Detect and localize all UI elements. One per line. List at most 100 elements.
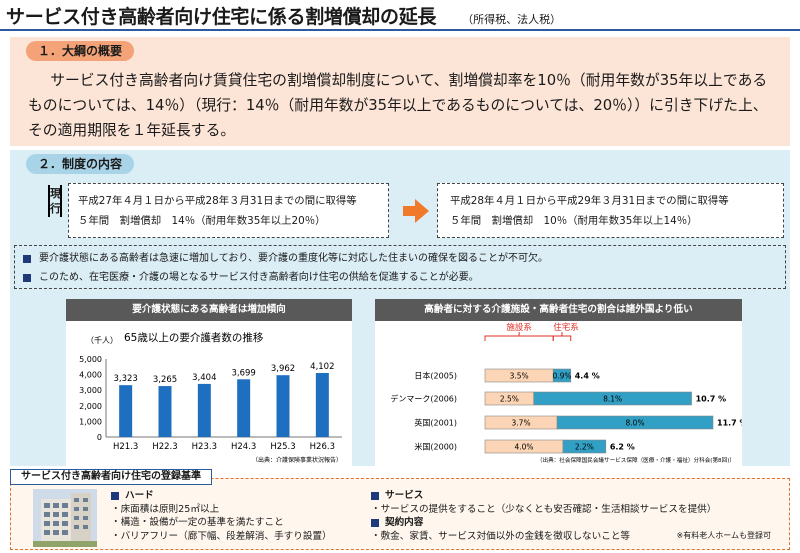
group-label-facility: 施設系 [506,322,532,333]
right-chart-banner: 高齢者に対する介護施設・高齢者住宅の割合は諸外国より低い [375,299,742,321]
category-label: 日本(2005) [414,371,457,381]
right-arrow-icon [403,199,429,223]
total-label: 10.7 % [696,395,727,404]
note-text: このため、在宅医療・介護の場となるサービス付き高齢者向け住宅の供給を促進すること… [39,272,479,283]
category-label: 米国(2000) [414,442,457,452]
x-tick-label: H26.3 [310,442,335,452]
outline-section: １．大綱の概要 サービス付き高齢者向け賃貸住宅の割増償却制度について、割増償却率… [10,37,790,146]
bar-value-label: 3,323 [113,374,137,384]
service-heading: サービス [371,489,781,503]
criteria-note: ※有料老人ホームも登録可 [676,531,771,540]
y-tick-label: 0 [97,433,102,442]
bar [315,373,329,437]
housing-value-label: 8.0% [626,419,645,428]
total-label: 11.7 % [717,419,742,428]
bar [276,375,290,437]
y-tick-label: 4,000 [79,371,102,380]
total-label: 6.2 % [610,443,635,452]
bar [237,379,251,437]
y-tick-label: 1,000 [79,417,102,426]
square-bullet-icon [23,273,31,282]
category-label: デンマーク(2006) [390,394,457,404]
housing-bar [556,415,714,430]
housing-bar [552,368,572,383]
current-rate: ５年間 割増償却 14％（耐用年数35年以上20％） [78,215,326,227]
housing-value-label: 2.2% [575,443,594,452]
chart-source: （出典：社会保障国民会議サービス保障（医療・介護・福祉）分科会(第8回)） [537,456,735,464]
y-axis-unit: （千人） [86,335,118,345]
note-item: 要介護状態にある高齢者は急速に増加しており、要介護の重度化等に対応した住まいの確… [23,249,777,268]
hard-item: ・床面積は原則25㎡以上 [111,503,220,515]
group-label-housing: 住宅系 [553,322,579,333]
hard-title: ハード [125,490,154,501]
care-recipients-chart: 要介護状態にある高齢者は増加傾向 （千人） 65歳以上の要介護者数の推移 0 1,00… [66,299,352,466]
hard-heading: ハード [111,489,371,503]
housing-bar [533,391,692,406]
square-bullet-icon [111,491,119,500]
bar-value-label: 3,699 [231,368,255,378]
background-notes: 要介護状態にある高齢者は急速に増加しており、要介護の重度化等に対応した住まいの確… [14,245,786,289]
bar-value-label: 3,962 [271,364,295,374]
contract-heading: 契約内容 [371,516,781,530]
hard-item: ・バリアフリー（廊下幅、段差解消、手すり設置） [111,530,332,542]
registration-criteria: ハード ・床面積は原則25㎡以上 ・構造・設備が一定の基準を満たすこと ・バリア… [10,478,790,550]
current-rule-box: 平成27年４月１日から平成28年３月31日までの間に取得等 ５年間 割増償却 1… [68,183,389,238]
bar-value-label: 3,265 [153,375,177,385]
page-header: サービス付き高齢者向け住宅に係る割増償却の延長 （所得税、法人税） [6,2,561,28]
facility-value-label: 3.7% [512,419,531,428]
outline-body: サービス付き高齢者向け賃貸住宅の割増償却制度について、割増償却率を10％（耐用年… [28,72,768,139]
x-tick-label: H21.3 [113,442,138,452]
housing-value-label: 0.9% [552,372,571,381]
right-chart-panel: 施設系 住宅系日本(2005) 3.5% 0.9% 4.4 % デンマーク(2006) 2.… [375,321,748,466]
bar [158,386,172,437]
left-chart-panel: （千人） 65歳以上の要介護者数の推移 0 1,000 2,000 3,000 4,000 5… [66,321,352,466]
housing-value-label: 8.1% [603,395,622,404]
housing-bar [562,439,607,454]
page-title: サービス付き高齢者向け住宅に係る割増償却の延長 [6,6,437,28]
service-criteria: サービス ・サービスの提供をすること（少なくとも安否確認・生活相談サービスを提供… [371,489,781,543]
service-title: サービス [385,490,424,501]
tax-scope: （所得税、法人税） [462,13,562,26]
chart-source: （出典：介護保険事業状況報告） [252,456,342,464]
criteria-banner: サービス付き高齢者向け住宅の登録基準 [10,469,212,485]
chart-title: 65歳以上の要介護者数の推移 [124,331,264,344]
current-label-text: 現行 [50,187,61,215]
facility-value-label: 2.5% [500,395,519,404]
y-tick-label: 3,000 [79,386,102,395]
contract-title: 契約内容 [385,517,424,529]
bar-value-label: 4,102 [310,362,334,372]
left-chart-banner: 要介護状態にある高齢者は増加傾向 [66,299,352,321]
x-tick-label: H23.3 [192,442,217,452]
facility-brace [484,332,554,341]
x-tick-label: H24.3 [231,442,256,452]
outline-heading: １．大綱の概要 [26,41,135,61]
note-text: 要介護状態にある高齢者は急速に増加しており、要介護の重度化等に対応した住まいの確… [39,253,548,264]
x-tick-label: H22.3 [152,442,177,452]
current-period: 平成27年４月１日から平成28年３月31日までの間に取得等 [78,195,357,207]
square-bullet-icon [371,491,379,500]
building-photo [33,489,97,547]
current-label: 現行 [48,185,62,217]
bar-value-label: 3,404 [192,373,216,383]
hard-item: ・構造・設備が一定の基準を満たすこと [111,517,284,529]
new-period: 平成28年４月１日から平成29年３月31日までの間に取得等 [450,195,729,207]
square-bullet-icon [371,518,379,527]
x-tick-label: H25.3 [270,442,295,452]
new-rule-box: 平成28年４月１日から平成29年３月31日までの間に取得等 ５年間 割増償却 1… [437,183,784,238]
note-item: このため、在宅医療・介護の場となるサービス付き高齢者向け住宅の供給を促進すること… [23,268,777,287]
contract-item: ・敷金、家賃、サービス対価以外の金銭を徴収しないこと等 [371,530,631,542]
y-tick-label: 5,000 [79,355,102,364]
total-label: 4.4 % [575,372,600,381]
hard-criteria: ハード ・床面積は原則25㎡以上 ・構造・設備が一定の基準を満たすこと ・バリア… [111,489,371,543]
bar [119,385,133,437]
service-item: ・サービスの提供をすること（少なくとも安否確認・生活相談サービスを提供） [371,503,717,515]
housing-ratio-chart: 高齢者に対する介護施設・高齢者住宅の割合は諸外国より低い 施設系 住宅系日本(20… [375,299,748,466]
category-label: 英国(2001) [414,418,457,428]
left-chart-svg: （千人） 65歳以上の要介護者数の推移 0 1,000 2,000 3,000 4,000 5… [79,331,342,464]
housing-brace [552,332,572,341]
facility-value-label: 3.5% [510,372,529,381]
facility-value-label: 4.0% [514,443,533,452]
y-tick-label: 2,000 [79,402,102,411]
bar [197,383,211,437]
